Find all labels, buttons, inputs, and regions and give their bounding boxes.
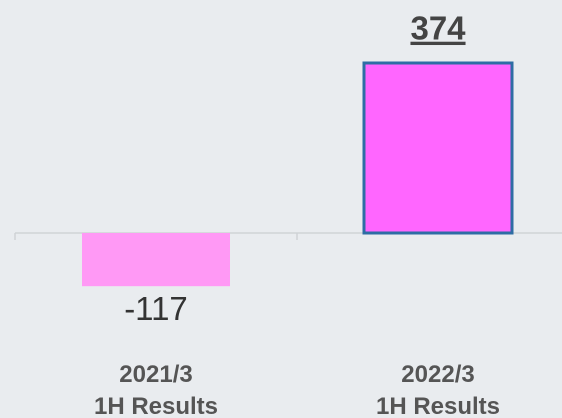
value-label: 374 bbox=[410, 10, 466, 47]
value-label: -117 bbox=[124, 290, 188, 327]
bar bbox=[82, 233, 230, 287]
x-tick-label: 2021/3 1H Results bbox=[94, 361, 218, 418]
x-tick-label: 2022/3 1H Results bbox=[376, 361, 500, 418]
bar bbox=[362, 61, 514, 235]
